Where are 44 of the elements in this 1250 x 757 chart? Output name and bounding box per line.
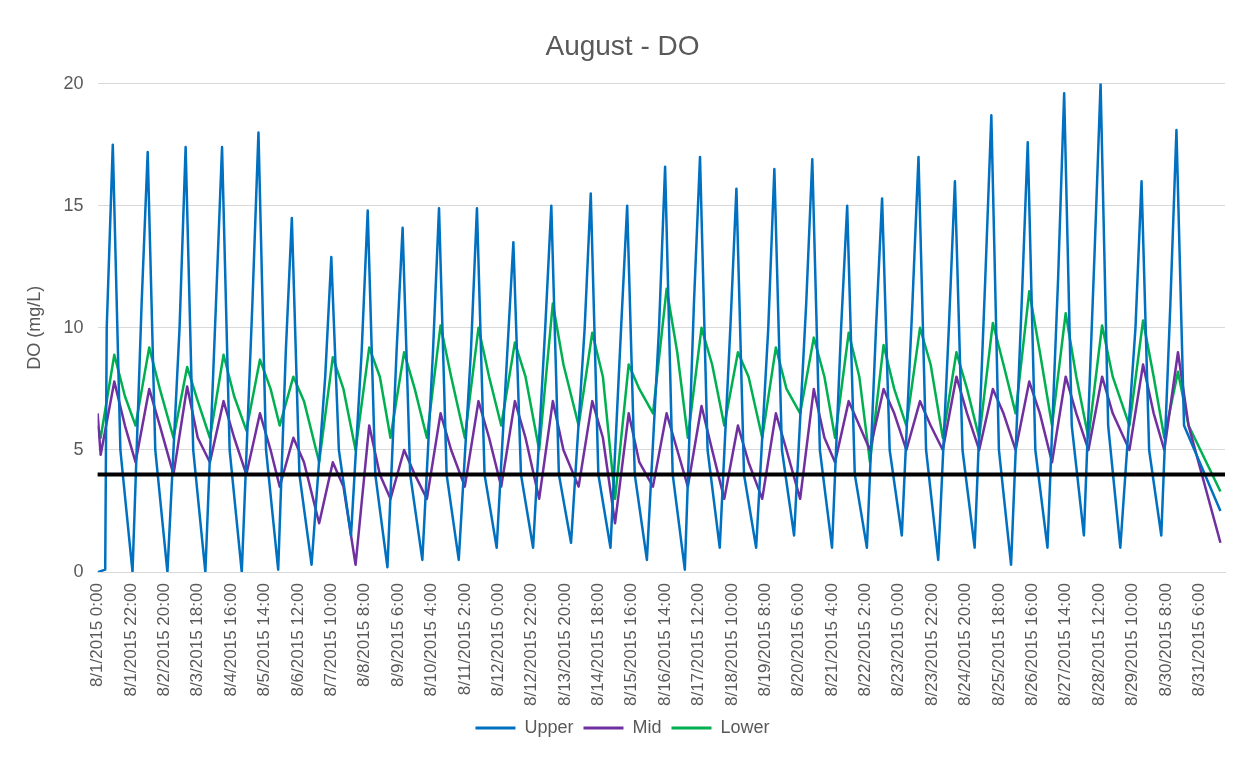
x-tick-label: 8/7/2015 10:00: [320, 583, 340, 697]
x-tick-label: 8/11/2015 2:00: [454, 583, 474, 696]
y-tick-label: 0: [73, 561, 84, 582]
x-tick-label: 8/13/2015 20:00: [554, 583, 574, 707]
x-tick-label: 8/15/2015 16:00: [621, 583, 641, 707]
x-tick-label: 8/19/2015 8:00: [754, 583, 774, 697]
y-tick-label: 10: [63, 316, 84, 337]
x-tick-label: 8/23/2015 0:00: [888, 583, 908, 697]
x-tick-label: 8/29/2015 10:00: [1122, 583, 1142, 707]
x-tick-label: 8/24/2015 20:00: [955, 583, 975, 707]
x-tick-label: 8/6/2015 12:00: [287, 583, 307, 697]
x-tick-label: 8/31/2015 6:00: [1188, 583, 1208, 697]
x-tick-label: 8/5/2015 14:00: [254, 583, 274, 697]
x-tick-label: 8/30/2015 8:00: [1155, 583, 1175, 697]
x-tick-label: 8/1/2015 22:00: [120, 583, 140, 697]
x-tick-label: 8/28/2015 12:00: [1088, 583, 1108, 707]
y-axis-title: DO (mg/L): [23, 285, 44, 370]
x-tick-label: 8/2/2015 20:00: [154, 583, 174, 697]
x-tick-label: 8/1/2015 0:00: [87, 583, 107, 688]
y-tick-label: 15: [63, 194, 84, 215]
x-tick-label: 8/26/2015 16:00: [1021, 583, 1041, 707]
x-tick-label: 8/23/2015 22:00: [921, 583, 941, 707]
x-tick-label: 8/12/2015 0:00: [487, 583, 507, 697]
x-tick-label: 8/22/2015 2:00: [855, 583, 875, 697]
x-tick-label: 8/8/2015 8:00: [354, 583, 374, 688]
x-tick-label: 8/14/2015 18:00: [588, 583, 608, 707]
legend-label: Mid: [632, 716, 662, 737]
x-tick-label: 8/12/2015 22:00: [521, 583, 541, 707]
y-tick-label: 5: [73, 438, 84, 459]
x-tick-label: 8/16/2015 14:00: [654, 583, 674, 707]
x-tick-label: 8/20/2015 6:00: [788, 583, 808, 697]
x-tick-label: 8/17/2015 12:00: [688, 583, 708, 707]
x-tick-label: 8/18/2015 10:00: [721, 583, 741, 707]
legend-label: Upper: [524, 716, 574, 737]
x-tick-label: 8/3/2015 18:00: [187, 583, 207, 697]
y-tick-label: 20: [63, 72, 84, 93]
x-tick-label: 8/9/2015 6:00: [387, 583, 407, 688]
x-tick-label: 8/25/2015 18:00: [988, 583, 1008, 707]
x-tick-label: 8/4/2015 16:00: [220, 583, 240, 697]
x-tick-label: 8/21/2015 4:00: [821, 583, 841, 697]
x-tick-label: 8/27/2015 14:00: [1055, 583, 1075, 707]
legend-label: Lower: [720, 716, 770, 737]
x-tick-label: 8/10/2015 4:00: [421, 583, 441, 697]
chart-title: August - DO: [545, 29, 700, 61]
